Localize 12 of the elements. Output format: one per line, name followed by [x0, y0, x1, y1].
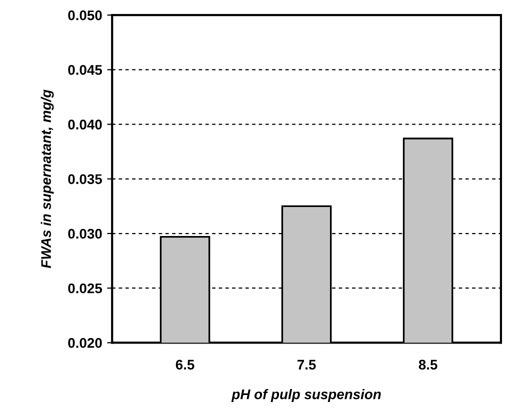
y-tick-label: 0.020 [68, 338, 102, 348]
x-tick-label: 8.5 [418, 360, 438, 370]
y-tick-label: 0.030 [68, 228, 102, 239]
y-tick-label: 0.050 [68, 10, 102, 20]
y-tick-label: 0.025 [68, 283, 102, 294]
x-tick-label: 6.5 [176, 360, 194, 370]
y-tick-label: 0.045 [68, 65, 102, 75]
x-tick-label: 7.5 [297, 360, 316, 370]
y-tick-label: 0.040 [68, 120, 102, 130]
y-tick-label: 0.035 [68, 174, 102, 184]
x-axis-title: pH of pulp suspension [231, 389, 381, 402]
y-axis-title: FWAs in supernatant, mg/g [40, 90, 54, 268]
